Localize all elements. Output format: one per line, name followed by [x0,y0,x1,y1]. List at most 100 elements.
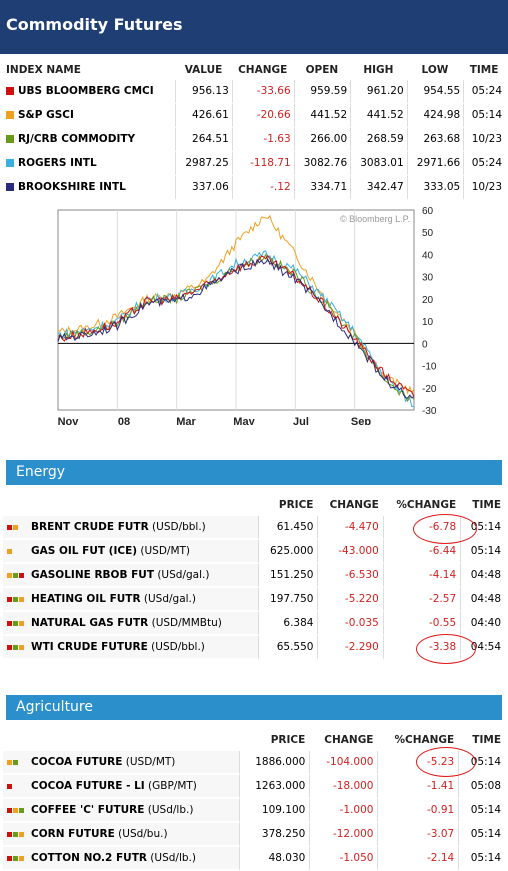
cell-high: 342.47 [350,176,407,200]
commodity-name[interactable]: COTTON NO.2 FUTR (USd/lb.) [3,847,239,871]
cell-change: -0.035 [317,612,383,636]
index-square-icon [13,524,18,530]
column-header: LOW [421,64,449,76]
commodity-name[interactable]: GASOLINE RBOB FUT (USd/gal.) [3,564,258,588]
cell-high: 3083.01 [350,152,407,176]
index-name[interactable]: S&P GSCI [3,104,176,128]
index-name[interactable]: ROGERS INTL [3,152,176,176]
cell-open: 266.00 [293,128,351,152]
cell-time: 10/23 [463,176,505,200]
y-tick-label: -10 [422,362,437,373]
commodity-unit: (USD/MT) [140,545,191,557]
column-header: PRICE [270,734,306,746]
index-name-label: ROGERS INTL [18,157,97,169]
cell-time: 05:24 [463,152,505,176]
table-row: GASOLINE RBOB FUT (USd/gal.) 151.250 -6.53… [3,564,505,588]
x-tick-label: 08 [118,416,130,425]
cell-time: 05:14 [458,799,505,823]
commodity-unit: (USd/lb.) [147,804,194,816]
cell-change: -4.470 [317,516,383,540]
x-tick-label: Sep [351,416,371,425]
cell-pct: -2.14 [377,847,459,871]
commodity-label: COFFEE 'C' FUTURE [31,804,145,816]
commodity-name[interactable]: CORN FUTURE (USd/bu.) [3,823,239,847]
index-membership-icons [7,780,31,792]
index-square-icon [7,855,12,861]
index-square-icon [7,807,12,813]
cell-time: 05:14 [458,847,505,871]
commodity-name[interactable]: COCOA FUTURE - LI (GBP/MT) [3,775,239,799]
cell-change: -1.000 [309,799,378,823]
cell-time: 05:14 [458,823,505,847]
cell-pct: -6.44 [382,540,461,564]
index-membership-icons [7,756,31,768]
index-square-icon [19,807,24,813]
table-row: BROOKSHIRE INTL 337.06 -.12 334.71 342.47 333… [3,176,505,200]
column-header: VALUE [184,64,223,76]
commodity-unit: (USd/gal.) [143,593,196,605]
highlight-circle [416,634,476,664]
cell-price: 378.250 [238,823,310,847]
cell-low: 954.55 [406,80,464,104]
index-membership-icons [7,828,31,840]
commodity-name[interactable]: GAS OIL FUT (ICE) (USD/MT) [3,540,258,564]
column-header: HIGH [363,64,394,76]
y-tick-label: 10 [422,317,434,328]
column-header: OPEN [305,64,339,76]
index-name[interactable]: UBS BLOOMBERG CMCI [3,80,176,104]
y-tick-label: -20 [422,384,437,395]
y-tick-label: 60 [422,206,434,217]
column-header: CHANGE [238,64,288,76]
index-square-icon [19,644,24,650]
cell-price: 6.384 [257,612,318,636]
y-tick-label: 0 [422,339,428,350]
index-square-icon [7,596,12,602]
commodity-unit: (USd/bu.) [118,828,168,840]
column-header: CHANGE [329,499,379,511]
cell-change: -1.050 [309,847,378,871]
index-name[interactable]: BROOKSHIRE INTL [3,176,176,200]
cell-open: 3082.76 [293,152,351,176]
index-square-icon [13,855,18,861]
index-square-icon [13,572,18,578]
commodity-name[interactable]: NATURAL GAS FUTR (USD/MMBtu) [3,612,258,636]
series-line [57,253,415,403]
cell-high: 268.59 [350,128,407,152]
commodity-label: COCOA FUTURE - LI [31,780,145,792]
index-square-icon [7,644,12,650]
table-row: S&P GSCI 426.61 -20.66 441.52 441.52 424.98 05… [3,104,505,128]
chart-watermark: © Bloomberg L.P. [340,214,410,224]
commodity-unit: (GBP/MT) [148,780,197,792]
cell-value: 426.61 [175,104,232,128]
y-tick-label: 30 [422,273,434,284]
commodity-name[interactable]: WTI CRUDE FUTURE (USD/bbl.) [3,636,258,660]
index-membership-icons [7,641,31,653]
commodity-name[interactable]: HEATING OIL FUTR (USd/gal.) [3,588,258,612]
commodity-name[interactable]: COCOA FUTURE (USD/MT) [3,751,239,775]
index-square-icon [7,524,12,530]
cell-low: 333.05 [406,176,464,200]
cell-value: 337.06 [175,176,232,200]
cell-time: 04:48 [460,588,505,612]
cell-price: 61.450 [257,516,318,540]
x-tick-label: Nov [58,416,80,425]
commodity-name[interactable]: COFFEE 'C' FUTURE (USd/lb.) [3,799,239,823]
index-square-icon [13,807,18,813]
cell-change: -5.220 [317,588,383,612]
index-chart: 60 50 40 30 20 10 0 -10 -20 -30 Nov 08 Mar May Jul Sep ©… [57,206,437,425]
index-square-icon [19,596,24,602]
series-line [57,257,415,399]
cell-change: -20.66 [231,104,294,128]
cell-time: 10/23 [463,128,505,152]
commodity-label: HEATING OIL FUTR [31,593,141,605]
commodity-label: COTTON NO.2 FUTR [31,852,147,864]
y-tick-label: 20 [422,295,434,306]
series-line [57,214,415,395]
cell-pct: -4.14 [382,564,461,588]
index-membership-icons [7,852,31,864]
cell-time: 04:40 [460,612,505,636]
commodity-name[interactable]: BRENT CRUDE FUTR (USD/bbl.) [3,516,258,540]
index-square-icon [7,759,12,765]
commodity-unit: (USD/MMBtu) [151,617,222,629]
index-name[interactable]: RJ/CRB COMMODITY [3,128,176,152]
